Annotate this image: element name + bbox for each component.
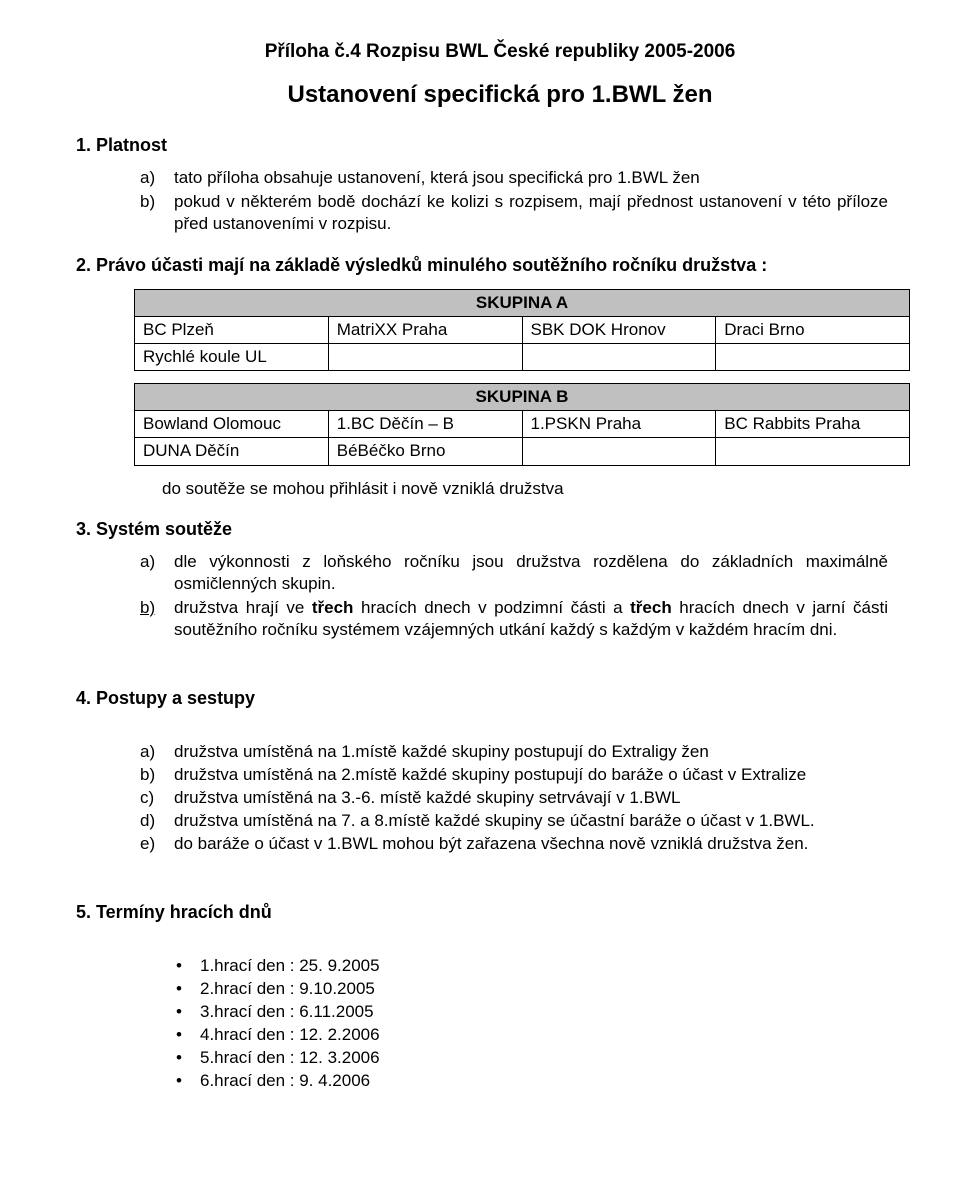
table-row: DUNA Děčín BéBéčko Brno bbox=[135, 438, 910, 465]
sec5-item: 2.hrací den : 9.10.2005 bbox=[176, 978, 888, 1000]
list-marker: b) bbox=[140, 191, 155, 213]
table-row: Rychlé koule UL bbox=[135, 344, 910, 371]
sec3-b-pre: družstva hrají ve bbox=[174, 598, 312, 617]
table-cell: BéBéčko Brno bbox=[328, 438, 522, 465]
sec5-item: 3.hrací den : 6.11.2005 bbox=[176, 1001, 888, 1023]
sec1-a-text: tato příloha obsahuje ustanovení, která … bbox=[174, 168, 700, 187]
list-marker: b) bbox=[140, 764, 155, 786]
sec4-item-c: c) družstva umístěná na 3.-6. místě každé… bbox=[140, 787, 888, 809]
table-a-title: SKUPINA A bbox=[135, 289, 910, 316]
table-skupina-a: SKUPINA A BC Plzeň MatriXX Praha SBK DOK… bbox=[134, 289, 910, 371]
list-marker: c) bbox=[140, 787, 154, 809]
table-cell bbox=[522, 438, 716, 465]
sec4-a-text: družstva umístěná na 1.místě každé skupi… bbox=[174, 742, 709, 761]
table-cell: MatriXX Praha bbox=[328, 317, 522, 344]
table-cell bbox=[522, 344, 716, 371]
list-marker: b) bbox=[140, 597, 155, 619]
sec5-heading: 5. Termíny hracích dnů bbox=[76, 901, 888, 924]
sec5-list: 1.hrací den : 25. 9.2005 2.hrací den : 9… bbox=[176, 955, 888, 1093]
sec3-item-b: b) družstva hrají ve třech hracích dnech… bbox=[140, 597, 888, 641]
table-cell: Bowland Olomouc bbox=[135, 411, 329, 438]
table-b-title: SKUPINA B bbox=[135, 384, 910, 411]
table-cell: SBK DOK Hronov bbox=[522, 317, 716, 344]
table-row: Bowland Olomouc 1.BC Děčín – B 1.PSKN Pr… bbox=[135, 411, 910, 438]
table-cell: DUNA Děčín bbox=[135, 438, 329, 465]
doc-header-title: Příloha č.4 Rozpisu BWL České republiky … bbox=[112, 40, 888, 65]
sec5-item: 5.hrací den : 12. 3.2006 bbox=[176, 1047, 888, 1069]
sec2-heading: 2. Právo účasti mají na základě výsledků… bbox=[76, 254, 888, 277]
sec4-item-b: b) družstva umístěná na 2.místě každé sku… bbox=[140, 764, 888, 786]
list-marker: e) bbox=[140, 833, 155, 855]
sec3-heading: 3. Systém soutěže bbox=[76, 518, 888, 541]
table-cell: 1.BC Děčín – B bbox=[328, 411, 522, 438]
table-cell bbox=[716, 344, 910, 371]
sec1-b-text: pokud v některém bodě dochází ke kolizi … bbox=[174, 192, 888, 233]
sec1-heading: 1. Platnost bbox=[76, 134, 888, 157]
table-cell bbox=[328, 344, 522, 371]
sec3-b-mid1: hracích dnech v podzimní části a bbox=[353, 598, 630, 617]
sec4-item-d: d) družstva umístěná na 7. a 8.místě každ… bbox=[140, 810, 888, 832]
list-marker: a) bbox=[140, 167, 155, 189]
table-row: BC Plzeň MatriXX Praha SBK DOK Hronov Dr… bbox=[135, 317, 910, 344]
sec5-item: 1.hrací den : 25. 9.2005 bbox=[176, 955, 888, 977]
list-marker: d) bbox=[140, 810, 155, 832]
sec3-b-bold2: třech bbox=[630, 598, 672, 617]
sec5-item: 6.hrací den : 9. 4.2006 bbox=[176, 1070, 888, 1092]
sec4-heading: 4. Postupy a sestupy bbox=[76, 687, 888, 710]
sec4-c-text: družstva umístěná na 3.-6. místě každé s… bbox=[174, 788, 680, 807]
table-cell: BC Rabbits Praha bbox=[716, 411, 910, 438]
table-cell bbox=[716, 438, 910, 465]
list-marker: a) bbox=[140, 741, 155, 763]
sec3-b-text: družstva hrají ve třech hracích dnech v … bbox=[174, 598, 888, 639]
sec4-item-e: e) do baráže o účast v 1.BWL mohou být za… bbox=[140, 833, 888, 855]
sec4-e-text: do baráže o účast v 1.BWL mohou být zařa… bbox=[174, 834, 808, 853]
sec1-item-b: b) pokud v některém bodě dochází ke koli… bbox=[140, 191, 888, 235]
doc-subtitle: Ustanovení specifická pro 1.BWL žen bbox=[112, 79, 888, 110]
table-cell: BC Plzeň bbox=[135, 317, 329, 344]
table-skupina-b: SKUPINA B Bowland Olomouc 1.BC Děčín – B… bbox=[134, 383, 910, 465]
sec4-d-text: družstva umístěná na 7. a 8.místě každé … bbox=[174, 811, 815, 830]
sec3-b-bold1: třech bbox=[312, 598, 354, 617]
sec4-item-a: a) družstva umístěná na 1.místě každé sku… bbox=[140, 741, 888, 763]
table-cell: Rychlé koule UL bbox=[135, 344, 329, 371]
sec2-note: do soutěže se mohou přihlásit i nově vzn… bbox=[162, 478, 888, 500]
table-cell: 1.PSKN Praha bbox=[522, 411, 716, 438]
sec5-item: 4.hrací den : 12. 2.2006 bbox=[176, 1024, 888, 1046]
sec3-a-text: dle výkonnosti z loňského ročníku jsou d… bbox=[174, 552, 888, 593]
table-cell: Draci Brno bbox=[716, 317, 910, 344]
list-marker: a) bbox=[140, 551, 155, 573]
sec4-b-text: družstva umístěná na 2.místě každé skupi… bbox=[174, 765, 806, 784]
sec1-item-a: a) tato příloha obsahuje ustanovení, kte… bbox=[140, 167, 888, 189]
sec3-item-a: a) dle výkonnosti z loňského ročníku jso… bbox=[140, 551, 888, 595]
